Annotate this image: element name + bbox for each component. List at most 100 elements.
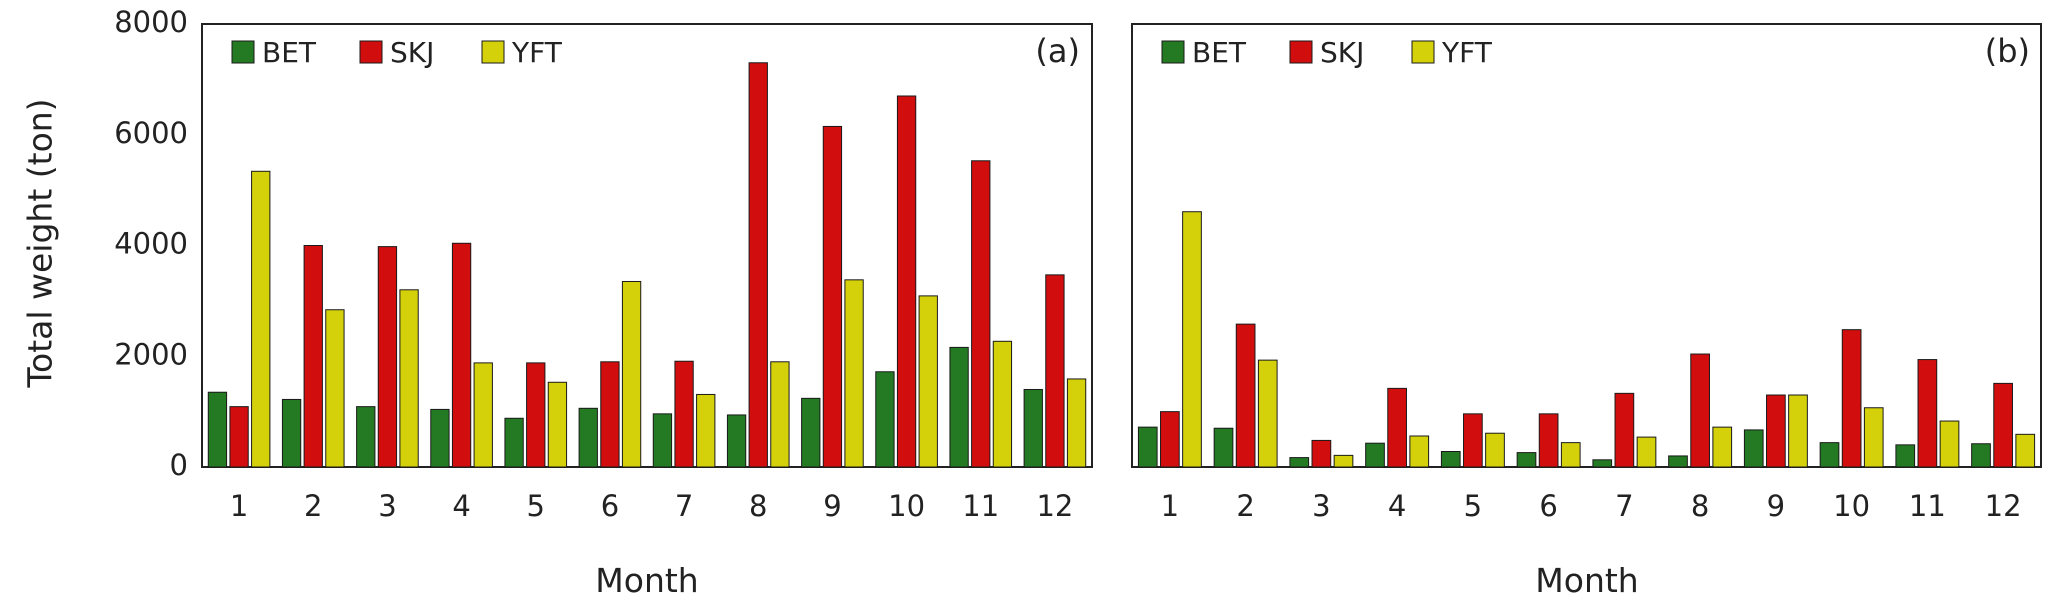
x-tick-label: 1 [230,489,248,523]
bar-yft-month-10 [918,295,938,468]
x-tick-label: 7 [675,489,693,523]
bar-skj-month-3 [377,246,398,468]
y-tick-label: 4000 [114,227,188,261]
bar-yft-month-8 [770,361,790,468]
bar-skj-month-12 [1993,382,2013,468]
bar-yft-month-7 [1636,436,1657,468]
bar-bet-month-1 [207,391,228,468]
bar-yft-month-2 [1257,359,1278,468]
bar-bet-month-8 [726,414,747,468]
chart-panel-b: 1 2 3 4 5 6 7 8 9 10 11 12 BET SKJ YFT (b) Month [1131,23,2042,600]
bar-yft-month-8 [1712,426,1733,468]
legend: BET SKJ YFT [1161,36,1493,69]
plot-frame [1131,23,2042,468]
x-axis-tick-labels: 1 2 3 4 5 6 7 8 9 10 11 12 [230,489,1074,523]
y-tick-label: 8000 [114,5,188,39]
bar-bet-month-9 [801,397,821,468]
bar-skj-month-5 [1463,413,1483,468]
bar-yft-month-7 [696,393,716,468]
bar-yft-month-4 [473,362,493,468]
y-axis-title: Total weight (ton) [21,98,60,388]
panel-label: (a) [1035,32,1080,70]
bar-bet-month-5 [504,417,524,468]
legend-swatch-yft [481,40,505,64]
bar-bet-month-1 [1137,426,1158,468]
bar-yft-month-5 [547,381,568,468]
bar-bet-month-11 [1895,444,1916,468]
bar-skj-month-4 [1387,387,1407,468]
bar-yft-month-1 [1182,211,1202,468]
x-tick-label: 9 [1767,489,1785,523]
x-tick-label: 5 [527,489,545,523]
x-tick-label: 7 [1615,489,1633,523]
bar-bet-month-10 [875,371,895,468]
bar-yft-month-12 [1066,378,1087,468]
bar-skj-month-7 [1614,392,1635,468]
bar-skj-month-1 [229,406,249,468]
bar-skj-month-3 [1311,439,1332,468]
legend-swatch-skj [359,40,383,64]
legend-label-yft: YFT [1441,36,1493,69]
y-tick-label: 6000 [114,116,188,150]
x-tick-label: 12 [1036,489,1073,523]
x-tick-label: 10 [888,489,925,523]
legend-swatch-bet [231,40,255,64]
x-tick-label: 3 [378,489,396,523]
legend-label-bet: BET [262,36,317,69]
bar-yft-month-9 [1788,394,1808,468]
bar-yft-month-1 [251,170,271,468]
bar-skj-month-2 [303,245,323,468]
bar-skj-month-4 [451,242,472,468]
bar-skj-month-12 [1045,274,1065,468]
x-axis-title: Month [595,561,698,600]
bar-yft-month-9 [844,279,864,468]
bar-yft-month-6 [621,280,642,468]
x-tick-label: 11 [1909,489,1946,523]
x-tick-label: 10 [1833,489,1870,523]
bar-skj-month-10 [1841,329,1862,468]
x-tick-label: 1 [1161,489,1179,523]
bar-skj-month-8 [1690,353,1710,468]
bar-yft-month-4 [1409,435,1430,468]
x-tick-label: 2 [304,489,322,523]
bar-skj-month-1 [1160,411,1180,468]
bar-bet-month-2 [281,398,302,468]
x-tick-label: 11 [962,489,999,523]
bar-bet-month-2 [1213,427,1234,468]
legend-label-bet: BET [1192,36,1247,69]
bar-yft-month-12 [2015,433,2036,468]
x-tick-label: 2 [1236,489,1254,523]
x-tick-label: 5 [1464,489,1482,523]
bar-skj-month-7 [674,360,694,468]
bar-yft-month-11 [992,340,1013,468]
y-axis-tick-labels: 0 2000 4000 6000 8000 [114,5,188,482]
bar-bet-month-3 [356,406,376,468]
bar-bet-month-3 [1289,457,1310,468]
x-tick-label: 12 [1985,489,2022,523]
bar-bet-month-6 [578,407,598,468]
bar-yft-month-11 [1939,420,1960,468]
panel-label: (b) [1985,32,2030,70]
legend: BET SKJ YFT [231,36,563,69]
y-tick-label: 0 [170,448,188,482]
bar-skj-month-9 [1766,394,1786,468]
bar-skj-month-9 [822,125,843,468]
bar-bet-month-6 [1516,452,1537,468]
bars [1137,211,2036,468]
bar-skj-month-2 [1235,323,1256,468]
bar-bet-month-5 [1440,451,1461,468]
bar-bet-month-7 [1592,459,1613,468]
x-tick-label: 3 [1312,489,1330,523]
bar-yft-month-6 [1560,442,1581,468]
bar-skj-month-6 [1538,413,1559,468]
bar-yft-month-3 [399,289,419,468]
x-tick-label: 6 [601,489,619,523]
bar-bet-month-12 [1971,443,1991,468]
x-axis-tick-labels: 1 2 3 4 5 6 7 8 9 10 11 12 [1161,489,2022,523]
bar-skj-month-5 [526,362,546,468]
bar-bet-month-4 [1365,442,1385,468]
legend-label-skj: SKJ [1320,36,1364,69]
legend-label-skj: SKJ [390,36,434,69]
